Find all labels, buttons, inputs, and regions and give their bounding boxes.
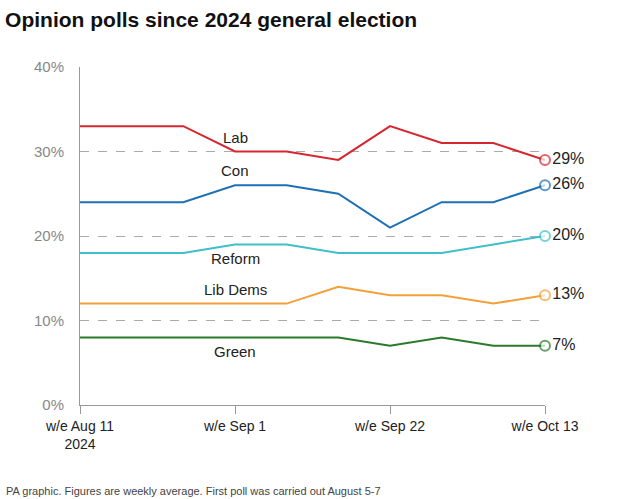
svg-text:w/e Sep 22: w/e Sep 22 bbox=[354, 418, 425, 434]
svg-text:w/e Aug 112024: w/e Aug 112024 bbox=[45, 418, 114, 452]
svg-text:Green: Green bbox=[214, 343, 256, 360]
svg-text:w/e Sep 1: w/e Sep 1 bbox=[203, 418, 266, 434]
svg-text:Reform: Reform bbox=[211, 250, 260, 267]
svg-text:w/e Oct 13: w/e Oct 13 bbox=[511, 418, 579, 434]
svg-text:Con: Con bbox=[221, 162, 249, 179]
svg-text:26%: 26% bbox=[552, 175, 584, 192]
svg-text:40%: 40% bbox=[34, 58, 64, 75]
svg-text:0%: 0% bbox=[42, 396, 64, 413]
svg-text:30%: 30% bbox=[34, 143, 64, 160]
svg-text:7%: 7% bbox=[552, 336, 575, 353]
svg-text:10%: 10% bbox=[34, 312, 64, 329]
svg-text:PA graphic. Figures are weekly: PA graphic. Figures are weekly average. … bbox=[6, 485, 381, 497]
svg-text:20%: 20% bbox=[34, 227, 64, 244]
svg-text:Lib Dems: Lib Dems bbox=[204, 281, 267, 298]
svg-text:Opinion polls since 2024 gener: Opinion polls since 2024 general electio… bbox=[5, 8, 417, 31]
svg-text:20%: 20% bbox=[552, 226, 584, 243]
svg-text:13%: 13% bbox=[552, 285, 584, 302]
svg-text:Lab: Lab bbox=[223, 129, 248, 146]
svg-text:29%: 29% bbox=[552, 150, 584, 167]
